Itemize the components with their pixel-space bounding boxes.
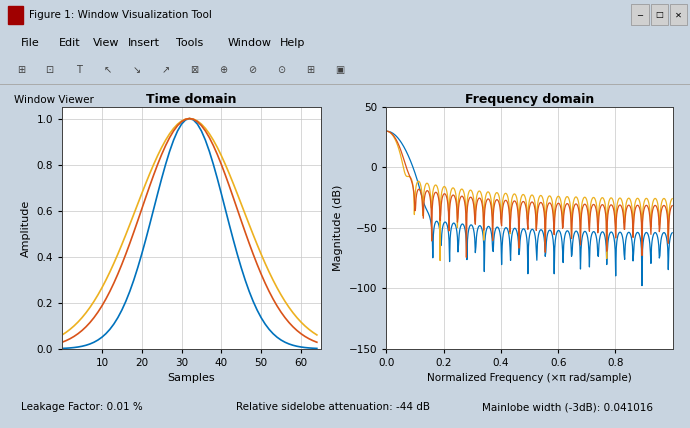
X-axis label: Normalized Frequency (×π rad/sample): Normalized Frequency (×π rad/sample) xyxy=(427,373,632,383)
Text: ✕: ✕ xyxy=(675,10,682,20)
Text: Window Viewer: Window Viewer xyxy=(14,95,94,105)
Text: □: □ xyxy=(656,10,663,20)
Text: Relative sidelobe attenuation: -44 dB: Relative sidelobe attenuation: -44 dB xyxy=(236,402,430,412)
Text: Leakage Factor: 0.01 %: Leakage Factor: 0.01 % xyxy=(21,402,142,412)
Text: File: File xyxy=(21,38,39,48)
Bar xyxy=(651,5,668,26)
Text: ⊞: ⊞ xyxy=(17,65,25,75)
Text: ⊡: ⊡ xyxy=(46,65,54,75)
Text: Help: Help xyxy=(279,38,305,48)
Bar xyxy=(631,5,649,26)
Text: ⊕: ⊕ xyxy=(219,65,228,75)
Text: Mainlobe width (-3dB): 0.041016: Mainlobe width (-3dB): 0.041016 xyxy=(482,402,653,412)
Text: ⊘: ⊘ xyxy=(248,65,257,75)
Text: Insert: Insert xyxy=(128,38,159,48)
Bar xyxy=(670,5,687,26)
Text: ⊠: ⊠ xyxy=(190,65,199,75)
Bar xyxy=(8,6,23,24)
Title: Frequency domain: Frequency domain xyxy=(465,93,594,106)
Text: Figure 1: Window Visualization Tool: Figure 1: Window Visualization Tool xyxy=(29,10,212,20)
Text: Tools: Tools xyxy=(176,38,203,48)
Y-axis label: Amplitude: Amplitude xyxy=(21,199,31,256)
Text: View: View xyxy=(93,38,119,48)
Text: Window: Window xyxy=(228,38,272,48)
Text: ↗: ↗ xyxy=(161,65,170,75)
Text: ▣: ▣ xyxy=(335,65,344,75)
Text: ⊞: ⊞ xyxy=(306,65,315,75)
Title: Time domain: Time domain xyxy=(146,93,237,106)
Text: ⊙: ⊙ xyxy=(277,65,286,75)
Text: Edit: Edit xyxy=(59,38,80,48)
Text: T: T xyxy=(76,65,81,75)
Y-axis label: Magnitude (dB): Magnitude (dB) xyxy=(333,185,344,271)
X-axis label: Samples: Samples xyxy=(168,373,215,383)
Text: ↖: ↖ xyxy=(104,65,112,75)
Text: ↘: ↘ xyxy=(132,65,141,75)
Text: ─: ─ xyxy=(638,10,642,20)
